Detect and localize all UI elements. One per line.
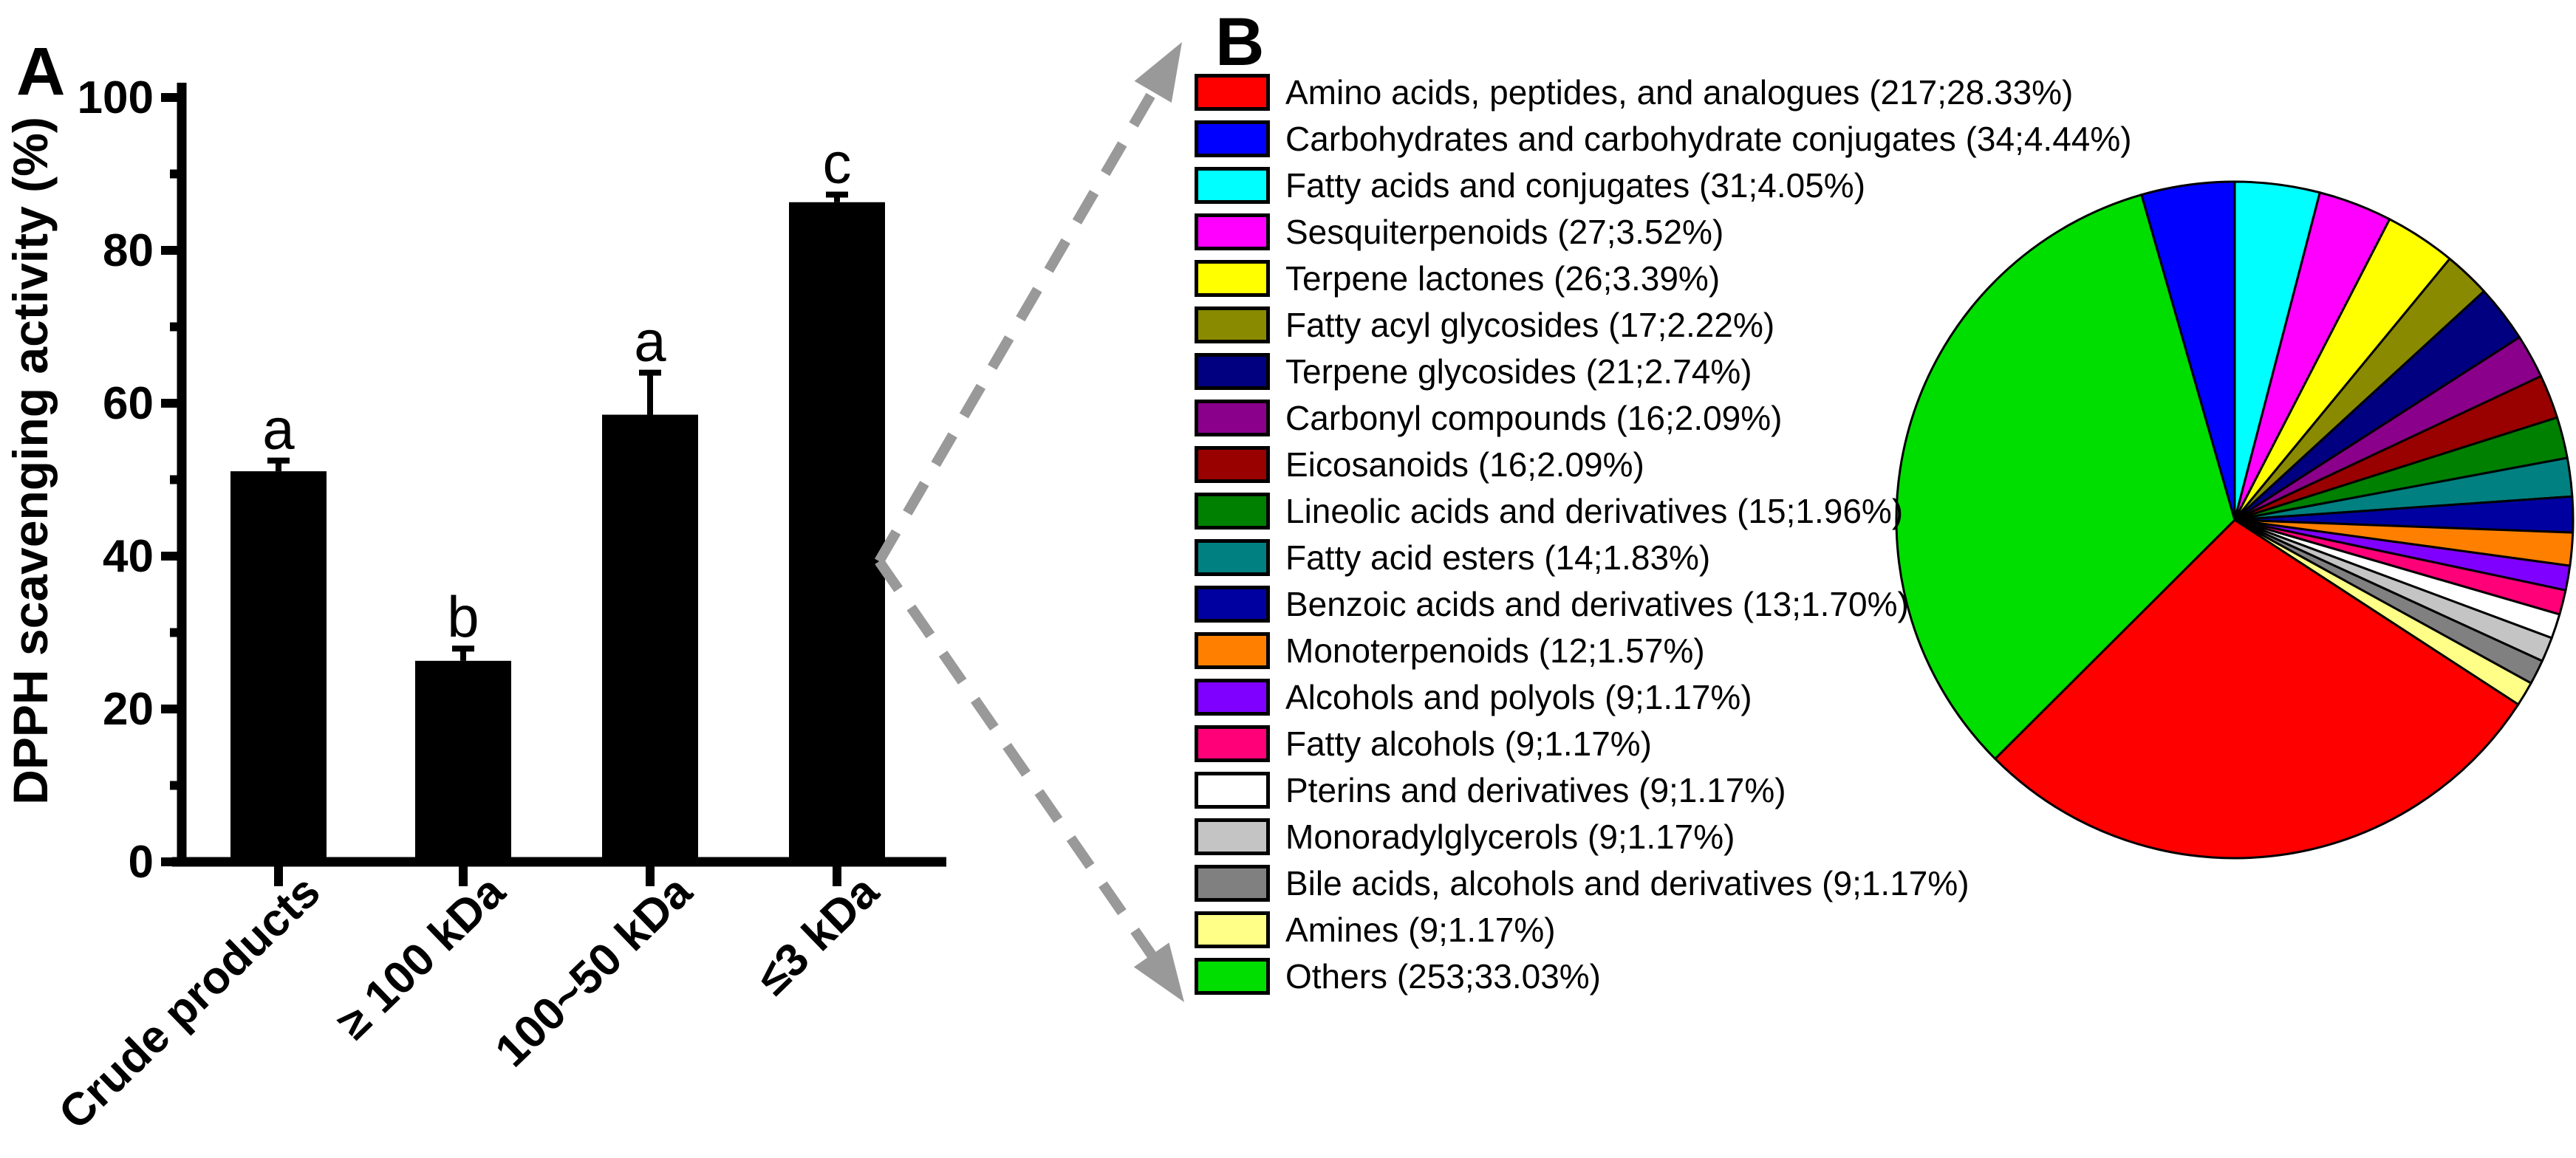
legend-item[interactable]: Alcohols and polyols (9;1.17%) xyxy=(1195,679,1752,716)
legend-swatch xyxy=(1195,725,1270,762)
y-tick-label: 60 xyxy=(103,378,154,429)
legend-label: Fatty acids and conjugates (31;4.05%) xyxy=(1285,166,1866,205)
x-category-label: ≥ 100 kDa xyxy=(327,866,515,1049)
legend-item[interactable]: Pterins and derivatives (9;1.17%) xyxy=(1195,772,1786,809)
y-tick-label: 20 xyxy=(103,684,154,735)
legend-swatch xyxy=(1195,260,1270,297)
y-tick-label: 40 xyxy=(103,531,154,582)
legend-label: Pterins and derivatives (9;1.17%) xyxy=(1285,771,1786,809)
legend-item[interactable]: Monoradylglycerols (9;1.17%) xyxy=(1195,818,1735,855)
legend-swatch xyxy=(1195,586,1270,623)
legend-swatch xyxy=(1195,493,1270,530)
bar-chart: 0 20 40 60 80 100 a Crude products b ≥ 100 kDa a 10… xyxy=(49,72,946,1140)
legend-swatch xyxy=(1195,679,1270,716)
legend-label: Amines (9;1.17%) xyxy=(1285,911,1556,949)
significance-letter: a xyxy=(262,397,295,462)
legend-item[interactable]: Eicosanoids (16;2.09%) xyxy=(1195,446,1644,483)
arrowhead-up-icon xyxy=(1134,42,1182,103)
pie-slice-carbohydrates-and-carbohydrate-conjugates[interactable] xyxy=(2140,180,2236,521)
legend-item[interactable]: Terpene glycosides (21;2.74%) xyxy=(1195,353,1752,390)
legend-label: Terpene glycosides (21;2.74%) xyxy=(1285,352,1752,391)
legend-label: Fatty acyl glycosides (17;2.22%) xyxy=(1285,306,1775,344)
legend-item[interactable]: Benzoic acids and derivatives (13;1.70%) xyxy=(1195,586,1909,623)
legend-label: Terpene lactones (26;3.39%) xyxy=(1285,259,1721,298)
pie-chart xyxy=(1895,180,2575,860)
legend-item[interactable]: Others (253;33.03%) xyxy=(1195,958,1601,995)
bar[interactable] xyxy=(230,471,327,862)
legend-swatch xyxy=(1195,539,1270,576)
legend-swatch xyxy=(1195,306,1270,343)
legend-swatch xyxy=(1195,120,1270,157)
significance-letter: a xyxy=(634,309,666,374)
legend-item[interactable]: Bile acids, alcohols and derivatives (9;… xyxy=(1195,865,1969,902)
legend-swatch xyxy=(1195,911,1270,948)
legend-item[interactable]: Carbonyl compounds (16;2.09%) xyxy=(1195,400,1782,436)
legend-label: Lineolic acids and derivatives (15;1.96%… xyxy=(1285,492,1904,530)
legend-swatch xyxy=(1195,446,1270,483)
dashed-callout-line-upper xyxy=(874,86,1160,564)
arrowhead-down-icon xyxy=(1133,942,1184,1002)
legend-label: Monoradylglycerols (9;1.17%) xyxy=(1285,818,1735,856)
legend-swatch xyxy=(1195,400,1270,436)
y-tick-label: 80 xyxy=(103,225,154,276)
legend-swatch xyxy=(1195,632,1270,669)
legend-item[interactable]: Amino acids, peptides, and analogues (21… xyxy=(1195,74,2073,111)
legend-label: Carbohydrates and carbohydrate conjugate… xyxy=(1285,120,2132,158)
bar[interactable] xyxy=(602,414,698,862)
legend-item[interactable]: Lineolic acids and derivatives (15;1.96%… xyxy=(1195,493,1903,530)
legend-swatch xyxy=(1195,958,1270,995)
legend-label: Eicosanoids (16;2.09%) xyxy=(1285,445,1644,484)
legend-label: Bile acids, alcohols and derivatives (9;… xyxy=(1285,864,1969,902)
legend-item[interactable]: Carbohydrates and carbohydrate conjugate… xyxy=(1195,120,2132,157)
legend-swatch xyxy=(1195,818,1270,855)
legend-swatch xyxy=(1195,353,1270,390)
pie-slice-amino-acids-peptides-and-analogues[interactable] xyxy=(1994,518,2520,860)
legend-item[interactable]: Fatty acids and conjugates (31;4.05%) xyxy=(1195,167,1865,204)
significance-letter: c xyxy=(823,130,852,195)
legend-label: Others (253;33.03%) xyxy=(1285,957,1602,996)
legend-item[interactable]: Fatty alcohols (9;1.17%) xyxy=(1195,725,1652,762)
legend-item[interactable]: Amines (9;1.17%) xyxy=(1195,911,1556,948)
y-axis-title: DPPH scavenging activity (%) xyxy=(3,117,58,805)
legend-label: Fatty acid esters (14;1.83%) xyxy=(1285,538,1711,577)
legend-swatch xyxy=(1195,213,1270,250)
legend-item[interactable]: Sesquiterpenoids (27;3.52%) xyxy=(1195,213,1723,250)
legend-item[interactable]: Fatty acyl glycosides (17;2.22%) xyxy=(1195,306,1774,343)
legend-swatch xyxy=(1195,167,1270,204)
panel-b-label: B xyxy=(1215,4,1264,80)
legend-label: Carbonyl compounds (16;2.09%) xyxy=(1285,399,1783,437)
legend-item[interactable]: Terpene lactones (26;3.39%) xyxy=(1195,260,1720,297)
bar[interactable] xyxy=(415,660,511,862)
legend-label: Alcohols and polyols (9;1.17%) xyxy=(1285,678,1752,716)
legend-label: Benzoic acids and derivatives (13;1.70%) xyxy=(1285,585,1909,623)
bar[interactable] xyxy=(789,202,885,862)
legend-swatch xyxy=(1195,772,1270,809)
panel-a-label: A xyxy=(16,34,65,109)
significance-letter: b xyxy=(447,584,479,649)
legend-item[interactable]: Fatty acid esters (14;1.83%) xyxy=(1195,539,1710,576)
x-category-label: 100~50 kDa xyxy=(486,866,703,1077)
legend-swatch xyxy=(1195,74,1270,111)
legend-label: Fatty alcohols (9;1.17%) xyxy=(1285,724,1653,763)
x-category-label: Crude products xyxy=(49,866,330,1139)
legend-label: Monoterpenoids (12;1.57%) xyxy=(1285,631,1705,670)
legend-item[interactable]: Monoterpenoids (12;1.57%) xyxy=(1195,632,1705,669)
legend-label: Sesquiterpenoids (27;3.52%) xyxy=(1285,213,1724,251)
legend-swatch xyxy=(1195,865,1270,902)
x-category-label: ≤3 kDa xyxy=(747,866,889,1005)
dashed-callout-line-lower xyxy=(875,558,1158,960)
y-tick-label: 0 xyxy=(129,837,154,888)
pie-slice-others[interactable] xyxy=(1895,193,2236,760)
y-tick-label: 100 xyxy=(78,72,154,123)
legend-label: Amino acids, peptides, and analogues (21… xyxy=(1285,73,2074,112)
zoom-arrows xyxy=(874,42,1184,1002)
